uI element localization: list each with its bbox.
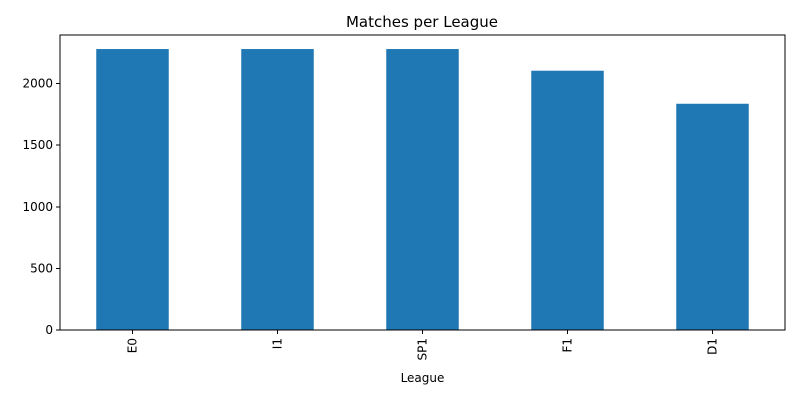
bars-layer bbox=[96, 49, 749, 331]
x-axis: E0 I1 SP1 F1 D1 bbox=[126, 330, 720, 361]
x-tick-label-e0: E0 bbox=[126, 338, 140, 353]
bar-sp1 bbox=[386, 49, 459, 331]
chart-title: Matches per League bbox=[346, 13, 498, 31]
y-tick-label: 500 bbox=[30, 261, 53, 275]
bar-e0 bbox=[96, 49, 169, 331]
y-tick-label: 2000 bbox=[22, 77, 53, 91]
bar-d1 bbox=[676, 103, 749, 330]
bar-f1 bbox=[531, 70, 604, 330]
y-tick-label: 0 bbox=[45, 323, 53, 337]
x-tick-label-f1: F1 bbox=[561, 338, 575, 353]
y-tick-label: 1000 bbox=[22, 200, 53, 214]
plot-frame bbox=[59, 34, 786, 331]
y-tick-label: 1500 bbox=[22, 138, 53, 152]
x-tick-label-i1: I1 bbox=[271, 338, 285, 349]
x-tick-label-d1: D1 bbox=[706, 338, 720, 355]
x-tick-label-sp1: SP1 bbox=[416, 338, 430, 361]
y-axis: 0 500 1000 1500 2000 bbox=[22, 77, 60, 337]
bar-i1 bbox=[241, 49, 314, 331]
x-axis-label: League bbox=[401, 371, 445, 385]
